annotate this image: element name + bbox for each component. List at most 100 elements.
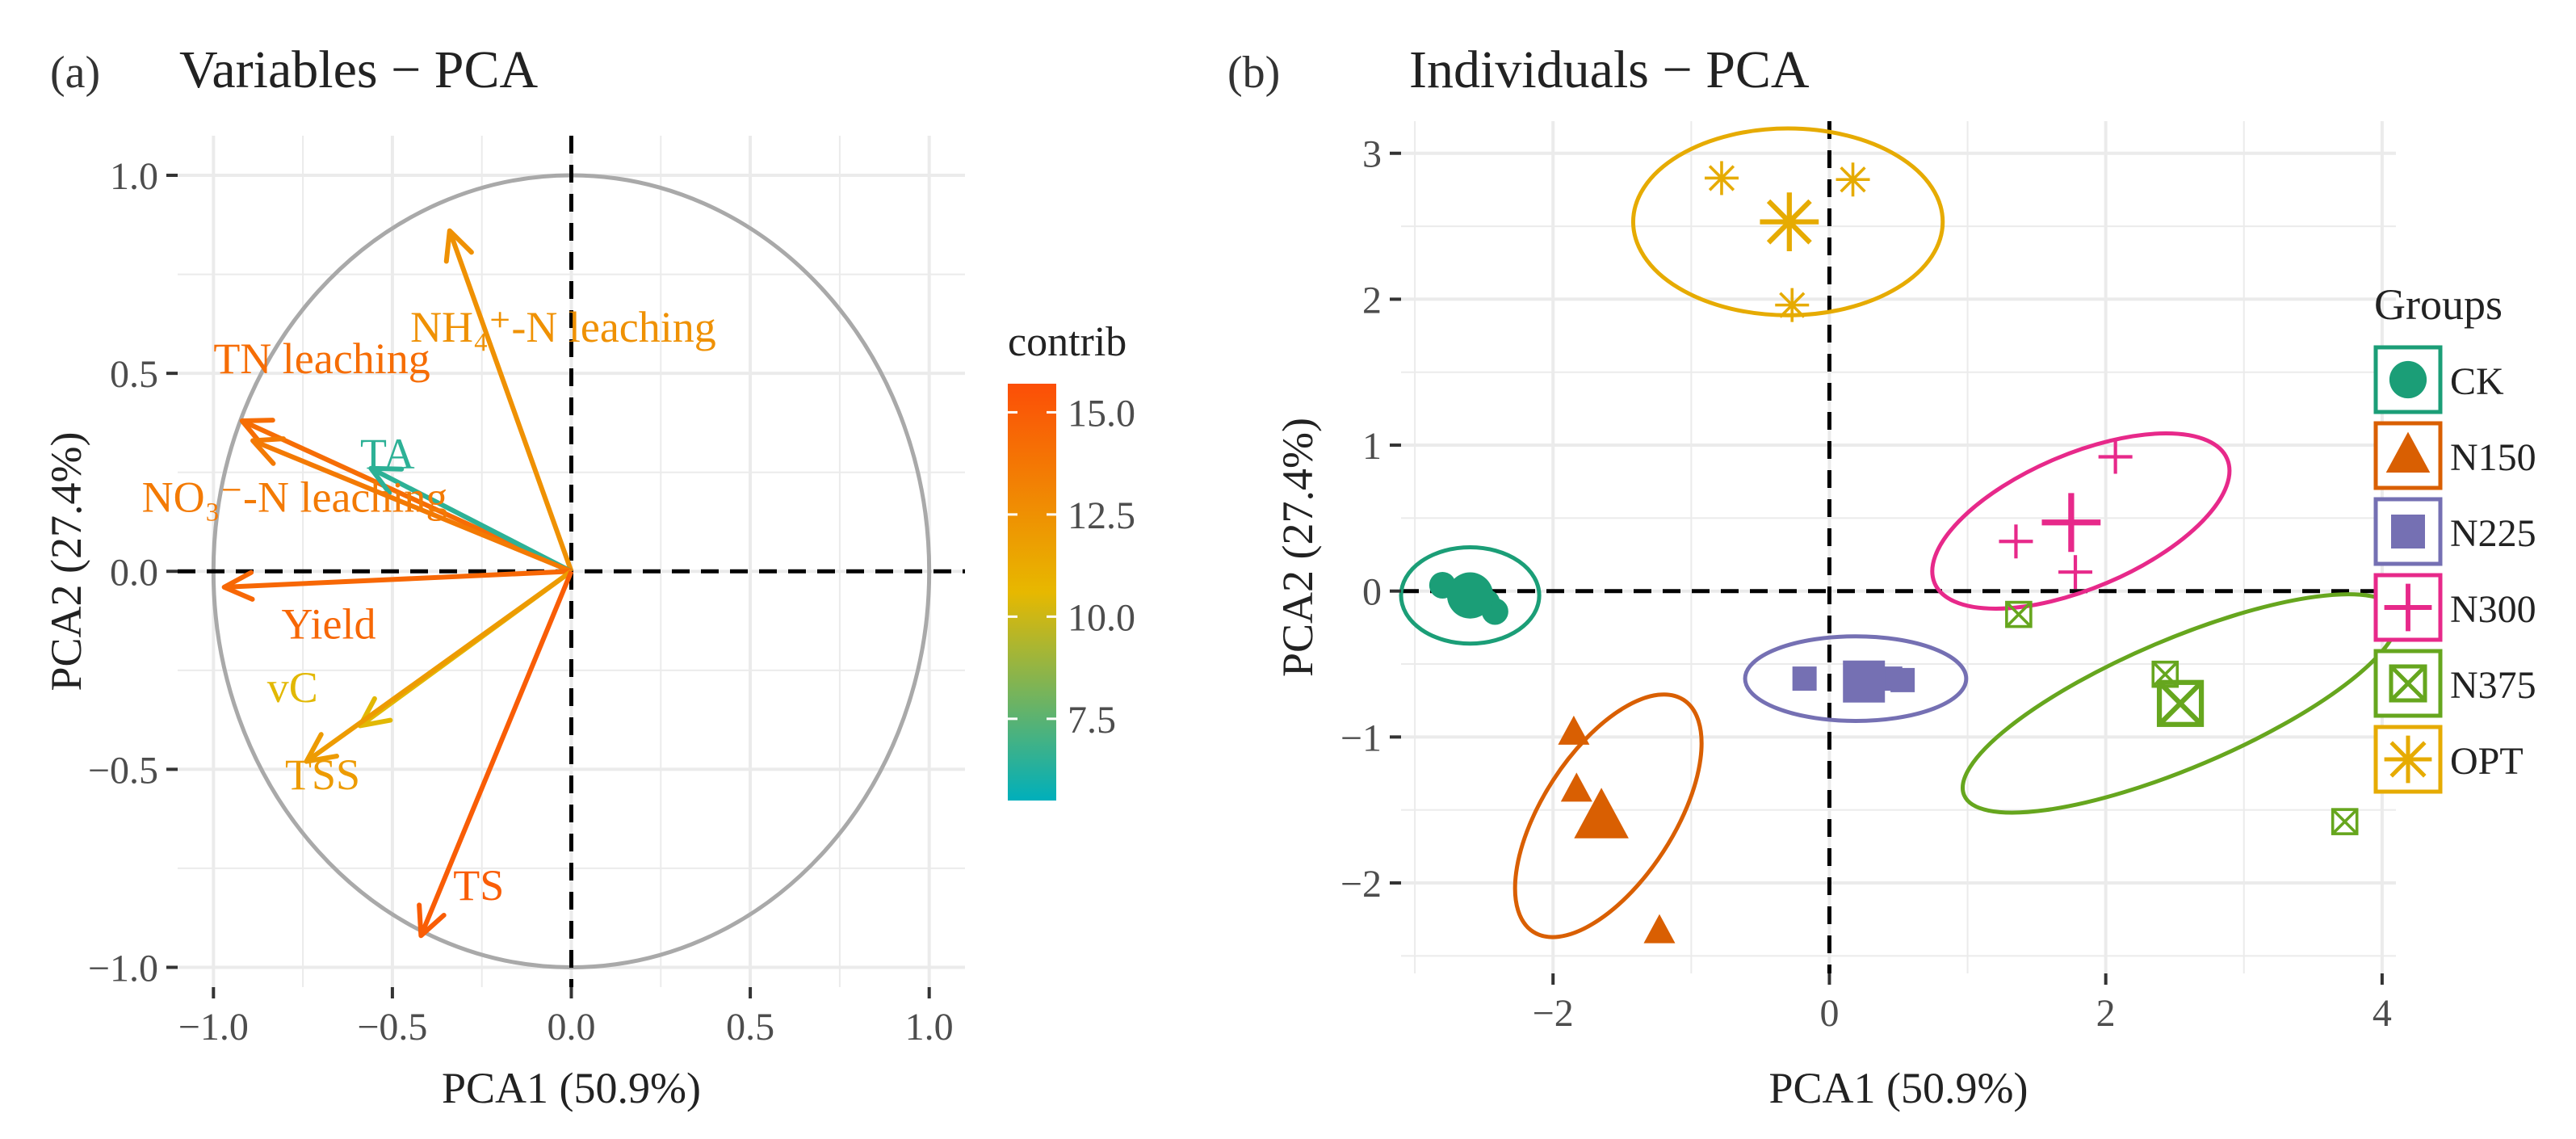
square-x-marker-diag	[2331, 808, 2358, 835]
legend-label: N150	[2450, 436, 2536, 479]
legend-key-marker	[2384, 583, 2432, 632]
square-x-marker-box	[2005, 600, 2033, 628]
legend-item-OPT: OPT	[2373, 725, 2524, 794]
asterisk-marker-ray	[1708, 165, 1735, 191]
centroid-N225	[1843, 660, 1886, 703]
panel-b-grid	[1401, 121, 2396, 973]
x-tick-label: 2	[2096, 992, 2116, 1035]
legend-item-N300: N300	[2373, 573, 2536, 642]
point-N150-0	[1558, 715, 1590, 745]
legend-key-marker	[2389, 360, 2427, 399]
panel-b-axis-ticks: −2 0 2 4 −2 −1 0 1 2 3	[1340, 133, 2392, 1035]
centroid-CK	[1446, 572, 1494, 619]
confidence-ellipse-N300	[1930, 431, 2232, 611]
individuals-pca-panel: (b) Individuals − PCA −2 0 2 4 −2 −1 0 1 2 3 PCA1…	[1227, 40, 2536, 1112]
square-x-marker-diag	[2005, 601, 2033, 628]
centroid-N375	[2156, 679, 2205, 727]
legend-label: OPT	[2450, 740, 2524, 783]
colorbar-tick-label: 12.5	[1068, 494, 1135, 537]
y-tick-label: 0.5	[110, 353, 158, 396]
x-tick-label: 1.0	[905, 1006, 954, 1049]
y-tick-label: −0.5	[88, 749, 158, 792]
x-tick-label: −1.0	[178, 1006, 249, 1049]
x-tick-label: 0.0	[548, 1006, 596, 1049]
panel-b-y-axis-label: PCA2 (27.4%)	[1273, 418, 1322, 677]
panel-a-title: Variables − PCA	[179, 40, 539, 99]
y-tick-label: 2	[1362, 279, 1382, 322]
point-OPT-0	[1704, 161, 1739, 195]
legend-item-N150: N150	[2373, 421, 2536, 490]
confidence-ellipse-OPT	[1630, 126, 1945, 317]
colorbar-gradient	[1008, 384, 1056, 801]
legend-key-marker	[2384, 735, 2432, 784]
square-x-marker-box	[2389, 664, 2427, 703]
legend-item-N225: N225	[2373, 497, 2536, 566]
legend-key-box	[2373, 497, 2443, 566]
centroid-N150	[1574, 788, 1629, 838]
centroid-N300	[2041, 493, 2101, 553]
variable-arrow-4	[224, 569, 572, 590]
point-N300-1	[2098, 439, 2133, 474]
square-marker	[1792, 666, 1817, 691]
x-tick-label: −2	[1533, 992, 1574, 1035]
colorbar-title: contrib	[1008, 319, 1126, 365]
panel-b-x-axis-label: PCA1 (50.9%)	[1769, 1064, 2028, 1112]
variable-arrowhead-0	[443, 228, 474, 264]
y-tick-label: 1.0	[110, 155, 158, 198]
variable-arrowhead-6	[304, 732, 339, 764]
y-tick-label: 3	[1362, 133, 1382, 176]
circle-marker	[1446, 572, 1494, 619]
variable-arrowhead-3	[250, 436, 286, 466]
panel-b-tag: (b)	[1227, 48, 1280, 98]
legend-label: N375	[2450, 664, 2536, 707]
asterisk-marker-ray	[2389, 741, 2427, 778]
triangle-marker	[1574, 788, 1629, 838]
legend-title: Groups	[2374, 280, 2503, 329]
triangle-marker	[2385, 431, 2431, 473]
legend-key-marker	[2391, 515, 2425, 548]
y-tick-label: 0	[1362, 571, 1382, 614]
point-N300-0	[1999, 524, 2033, 559]
legend-key-marker	[2385, 431, 2431, 473]
colorbar-tick-label: 7.5	[1068, 699, 1116, 742]
square-x-marker-diag	[2389, 665, 2427, 702]
legend-item-CK: CK	[2373, 345, 2504, 414]
asterisk-marker-ray	[1766, 199, 1812, 245]
centroid-OPT	[1760, 192, 1819, 252]
panel-b-plot-area	[1399, 121, 2401, 973]
y-tick-label: −1	[1340, 717, 1382, 759]
point-N375-0	[2005, 600, 2033, 628]
variable-arrowhead-4	[221, 570, 255, 602]
square-x-marker-box	[2156, 679, 2205, 727]
asterisk-marker-ray	[1779, 292, 1806, 318]
legend-label: CK	[2450, 360, 2504, 403]
colorbar-tick-label: 10.0	[1068, 596, 1135, 639]
contrib-colorbar: contrib 7.5 10.0 12.5 15.0	[1008, 319, 1135, 801]
variable-arrowhead-7	[417, 902, 447, 939]
x-tick-label: 0.5	[726, 1006, 774, 1049]
variable-label-3: NO₃⁻-N leaching	[142, 473, 448, 522]
panel-b-title: Individuals − PCA	[1409, 40, 1810, 99]
y-tick-label: −1.0	[88, 947, 158, 990]
variable-label-1: TN leaching	[213, 334, 430, 383]
variable-arrow-0	[447, 229, 574, 573]
point-OPT-2	[1775, 288, 1810, 322]
point-N150-1	[1560, 772, 1592, 802]
triangle-marker	[1558, 715, 1590, 745]
x-tick-label: 4	[2373, 992, 2392, 1035]
circle-marker	[2389, 360, 2427, 399]
square-marker	[1843, 660, 1886, 703]
square-x-marker-box	[2331, 808, 2359, 835]
confidence-ellipse-N150	[1512, 692, 1704, 939]
square-x-marker-diag	[2157, 680, 2204, 727]
y-tick-label: 0.0	[110, 551, 158, 594]
confidence-ellipse-CK	[1399, 545, 1542, 646]
variable-arrowhead-2	[368, 465, 405, 496]
variable-label-7: TS	[453, 861, 504, 910]
legend-label: N225	[2450, 512, 2536, 555]
variable-arrow-7	[418, 570, 574, 937]
legend-item-N375: N375	[2373, 649, 2536, 718]
